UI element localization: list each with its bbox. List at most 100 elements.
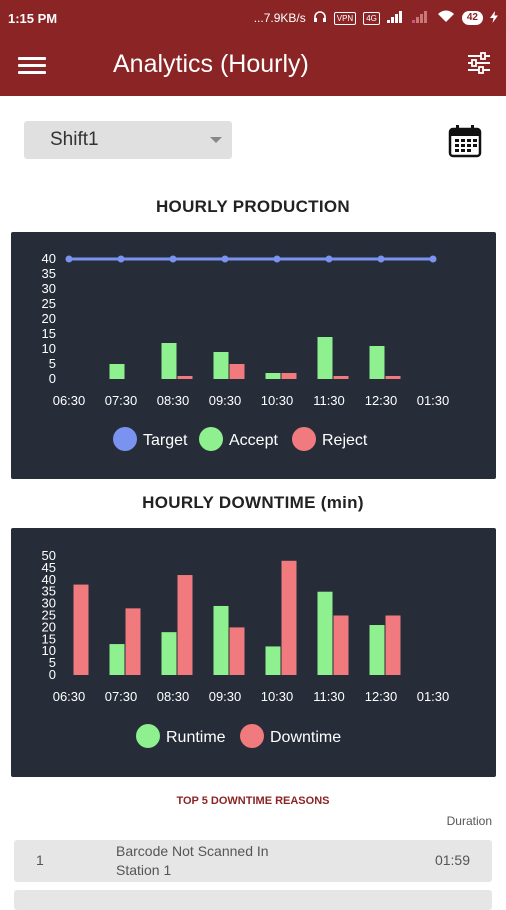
y-tick-label: 10 xyxy=(42,643,56,658)
signal-weak-icon xyxy=(411,10,430,26)
x-tick-label: 07:30 xyxy=(105,689,138,704)
legend-swatch-accept xyxy=(199,427,223,451)
legend-swatch-target xyxy=(113,427,137,451)
x-tick-label: 10:30 xyxy=(261,393,294,408)
point-target xyxy=(221,255,229,263)
bar-reject xyxy=(385,376,401,379)
y-tick-label: 25 xyxy=(42,296,56,311)
reason-duration: 01:59 xyxy=(434,852,470,868)
legend-swatch-downtime xyxy=(240,724,264,748)
legend-label: Reject xyxy=(322,432,368,449)
bar-downtime xyxy=(229,627,245,675)
bar-accept xyxy=(369,346,385,379)
point-target xyxy=(117,255,125,263)
legend-swatch-runtime xyxy=(136,724,160,748)
x-tick-label: 08:30 xyxy=(157,689,190,704)
point-target xyxy=(273,255,281,263)
y-tick-label: 35 xyxy=(42,584,56,599)
bar-runtime xyxy=(161,632,177,675)
point-target xyxy=(377,255,385,263)
x-tick-label: 11:30 xyxy=(313,689,345,704)
shift-dropdown[interactable]: Shift1 xyxy=(24,121,232,159)
bar-reject xyxy=(229,364,245,379)
reason-row[interactable] xyxy=(14,890,492,910)
bar-runtime xyxy=(369,625,385,675)
reason-row[interactable]: 1 Barcode Not Scanned In Station 1 01:59 xyxy=(14,840,492,882)
y-tick-label: 50 xyxy=(42,548,56,563)
status-time: 1:15 PM xyxy=(8,10,58,26)
x-tick-label: 07:30 xyxy=(105,393,138,408)
x-tick-label: 10:30 xyxy=(261,689,294,704)
y-tick-label: 25 xyxy=(42,608,56,623)
x-tick-label: 01:30 xyxy=(417,393,450,408)
bar-reject xyxy=(333,376,349,379)
x-tick-label: 01:30 xyxy=(417,689,450,704)
production-chart-panel: 40 35 30 25 20 15 10 5 0 06:30 07:30 08:30 09:30 10:3… xyxy=(11,232,496,479)
x-tick-label: 06:30 xyxy=(53,689,86,704)
legend-label: Target xyxy=(143,432,188,449)
dropdown-caret-icon xyxy=(210,137,222,143)
y-tick-label: 40 xyxy=(42,572,56,587)
y-tick-label: 40 xyxy=(42,251,56,266)
bar-runtime xyxy=(265,646,281,675)
y-tick-label: 5 xyxy=(49,655,56,670)
menu-icon[interactable] xyxy=(18,57,46,75)
point-target xyxy=(65,255,73,263)
y-tick-label: 15 xyxy=(42,631,56,646)
bar-accept xyxy=(109,364,125,379)
y-tick-label: 10 xyxy=(42,341,56,356)
bar-accept xyxy=(161,343,177,379)
duration-column-header: Duration xyxy=(446,814,492,828)
bar-accept xyxy=(213,352,229,379)
volte-badge: 4G xyxy=(363,11,380,25)
bar-accept xyxy=(317,337,333,379)
reasons-title: TOP 5 DOWNTIME REASONS xyxy=(176,795,330,807)
signal-icon xyxy=(386,10,405,26)
bar-accept xyxy=(265,373,281,379)
bar-downtime xyxy=(177,575,193,675)
status-bar: 1:15 PM ...7.9KB/s VPN 4G 42 xyxy=(0,0,506,36)
charging-icon xyxy=(490,10,498,26)
y-tick-label: 0 xyxy=(49,371,56,386)
production-chart-title: HOURLY PRODUCTION xyxy=(155,197,350,216)
reason-text: Barcode Not Scanned In Station 1 xyxy=(116,843,269,878)
battery-indicator: 42 xyxy=(461,11,483,25)
x-tick-label: 09:30 xyxy=(209,689,242,704)
point-target xyxy=(169,255,177,263)
bar-downtime xyxy=(281,560,297,675)
headphones-icon xyxy=(313,10,327,26)
bar-reject xyxy=(177,376,193,379)
reason-index: 1 xyxy=(36,852,44,868)
network-speed: ...7.9KB/s xyxy=(253,11,306,25)
bar-runtime xyxy=(109,644,125,675)
y-tick-label: 30 xyxy=(42,596,56,611)
y-tick-label: 15 xyxy=(42,326,56,341)
bar-runtime xyxy=(213,605,229,675)
y-tick-label: 35 xyxy=(42,266,56,281)
bar-reject xyxy=(281,373,297,379)
bar-runtime xyxy=(317,591,333,675)
legend-label: Downtime xyxy=(270,729,341,746)
bar-downtime xyxy=(333,615,349,675)
y-tick-label: 45 xyxy=(42,560,56,575)
legend-swatch-reject xyxy=(292,427,316,451)
y-tick-label: 20 xyxy=(42,619,56,634)
x-tick-label: 09:30 xyxy=(209,393,242,408)
legend-label: Accept xyxy=(229,432,278,449)
downtime-chart-panel: 50 45 40 35 30 25 20 15 10 5 0 06:30 07:30 08:30 09:30… xyxy=(11,528,496,777)
filter-sliders-icon[interactable] xyxy=(466,50,492,76)
x-tick-label: 12:30 xyxy=(365,689,398,704)
bar-downtime xyxy=(73,584,89,675)
y-tick-label: 5 xyxy=(49,356,56,371)
y-tick-label: 20 xyxy=(42,311,56,326)
calendar-icon[interactable] xyxy=(448,124,482,158)
page-title: Analytics (Hourly) xyxy=(113,50,309,78)
y-tick-label: 30 xyxy=(42,281,56,296)
x-tick-label: 06:30 xyxy=(53,393,86,408)
downtime-chart-title: HOURLY DOWNTIME (min) xyxy=(142,493,364,512)
point-target xyxy=(429,255,437,263)
shift-selected-value: Shift1 xyxy=(50,129,99,150)
bar-downtime xyxy=(125,608,141,675)
status-icons: ...7.9KB/s VPN 4G 42 xyxy=(254,10,498,26)
y-tick-label: 0 xyxy=(49,667,56,682)
